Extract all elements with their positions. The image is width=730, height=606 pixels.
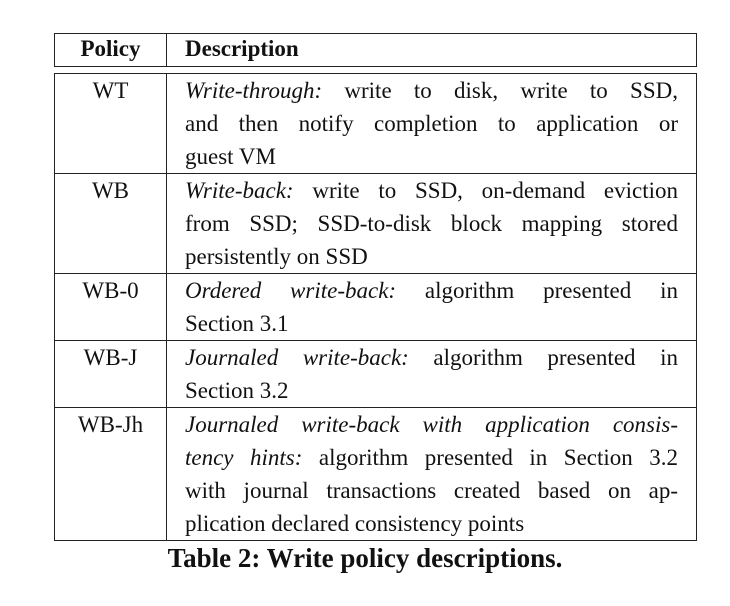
- description-text: from SSD; SSD-to-disk block mapping stor…: [185, 211, 678, 236]
- description-line: persistently on SSD: [185, 240, 678, 273]
- description-line: with journal transactions created based …: [185, 474, 678, 507]
- policy-term: Write-back:: [185, 178, 294, 203]
- description-line: from SSD; SSD-to-disk block mapping stor…: [185, 207, 678, 240]
- description-text: algorithm presented in: [408, 345, 678, 370]
- table-row: WB-0 Ordered write-back: algorithm prese…: [55, 273, 696, 340]
- description-line: tency hints: algorithm presented in Sect…: [185, 441, 678, 474]
- table-body: WT Write-through: write to disk, write t…: [54, 73, 697, 541]
- description-line: Journaled write-back: algorithm presente…: [185, 341, 678, 374]
- description-cell: Write-back: write to SSD, on-demand evic…: [167, 174, 696, 273]
- description-line: Section 3.2: [185, 374, 678, 407]
- description-text: algorithm presented in Section 3.2: [302, 445, 678, 470]
- header-row: Policy Description: [55, 34, 696, 66]
- description-line: and then notify completion to applicatio…: [185, 107, 678, 140]
- description-cell: Journaled write-back with application co…: [167, 408, 696, 540]
- description-line: Write-back: write to SSD, on-demand evic…: [185, 174, 678, 207]
- policy-term: Ordered write-back:: [185, 278, 397, 303]
- description-text: with journal transactions created based …: [185, 478, 678, 503]
- description-text: write to disk, write to SSD,: [322, 78, 678, 103]
- description-line: Ordered write-back: algorithm presented …: [185, 274, 678, 307]
- description-text: persistently on SSD: [185, 244, 368, 269]
- table-caption: Table 2: Write policy descriptions.: [167, 543, 563, 573]
- description-text: algorithm presented in: [396, 278, 678, 303]
- description-cell: Journaled write-back: algorithm presente…: [167, 341, 696, 407]
- table-row: WB-J Journaled write-back: algorithm pre…: [55, 340, 696, 407]
- policy-cell: WB-0: [55, 274, 167, 340]
- description-line: Write-through: write to disk, write to S…: [185, 74, 678, 107]
- policy-cell: WB: [55, 174, 167, 273]
- table-header: Policy Description: [54, 33, 697, 67]
- header-policy: Policy: [55, 34, 167, 66]
- header-description: Description: [185, 36, 299, 61]
- description-text: write to SSD, on-demand eviction: [293, 178, 678, 203]
- description-text: Section 3.2: [185, 378, 289, 403]
- description-line: guest VM: [185, 140, 678, 173]
- table-row: WT Write-through: write to disk, write t…: [55, 74, 696, 173]
- policy-cell: WB-J: [55, 341, 167, 407]
- description-line: Journaled write-back with application co…: [185, 408, 678, 441]
- table-row: WB-Jh Journaled write-back with applicat…: [55, 407, 696, 540]
- description-text: plication declared consistency points: [185, 511, 525, 536]
- description-cell: Ordered write-back: algorithm presented …: [167, 274, 696, 340]
- policy-term: Journaled write-back with application co…: [185, 412, 678, 437]
- policy-term: tency hints:: [185, 445, 303, 470]
- policy-cell: WT: [55, 74, 167, 173]
- policy-term: Write-through:: [185, 78, 323, 103]
- table-row: WB Write-back: write to SSD, on-demand e…: [55, 173, 696, 273]
- description-text: Section 3.1: [185, 311, 289, 336]
- description-text: and then notify completion to applicatio…: [185, 111, 678, 136]
- policy-term: Journaled write-back:: [185, 345, 409, 370]
- description-text: guest VM: [185, 144, 276, 169]
- policy-cell: WB-Jh: [55, 408, 167, 540]
- description-line: plication declared consistency points: [185, 507, 678, 540]
- description-line: Section 3.1: [185, 307, 678, 340]
- description-cell: Write-through: write to disk, write to S…: [167, 74, 696, 173]
